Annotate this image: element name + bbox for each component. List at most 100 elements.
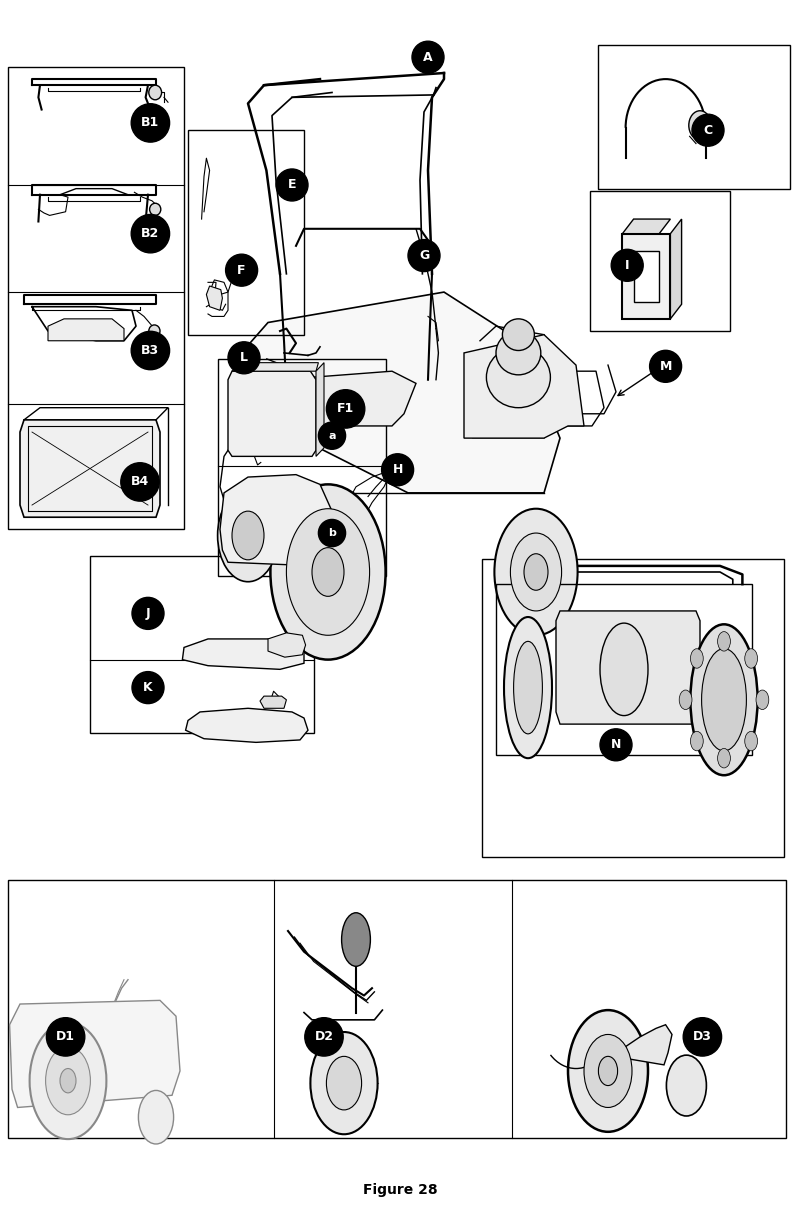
Text: N: N bbox=[611, 739, 621, 751]
Ellipse shape bbox=[218, 489, 278, 582]
Ellipse shape bbox=[494, 509, 578, 635]
Ellipse shape bbox=[270, 484, 386, 660]
Ellipse shape bbox=[138, 1090, 174, 1144]
Polygon shape bbox=[182, 639, 304, 669]
Ellipse shape bbox=[318, 422, 346, 449]
Text: E: E bbox=[288, 179, 296, 191]
Bar bbox=[90, 556, 314, 733]
Polygon shape bbox=[48, 319, 124, 341]
Polygon shape bbox=[626, 1025, 672, 1065]
Polygon shape bbox=[556, 611, 700, 724]
Ellipse shape bbox=[584, 1034, 632, 1107]
Ellipse shape bbox=[496, 331, 541, 375]
Ellipse shape bbox=[382, 454, 414, 486]
Polygon shape bbox=[186, 708, 308, 742]
Ellipse shape bbox=[132, 598, 164, 629]
Polygon shape bbox=[206, 286, 222, 310]
Ellipse shape bbox=[310, 1032, 378, 1134]
Bar bbox=[8, 67, 184, 529]
Ellipse shape bbox=[756, 690, 769, 710]
Ellipse shape bbox=[718, 632, 730, 651]
Ellipse shape bbox=[131, 103, 170, 142]
Text: J: J bbox=[146, 607, 150, 619]
Ellipse shape bbox=[690, 624, 758, 775]
Polygon shape bbox=[268, 633, 306, 657]
Ellipse shape bbox=[46, 1017, 85, 1056]
Text: B2: B2 bbox=[142, 228, 159, 240]
Ellipse shape bbox=[679, 690, 692, 710]
Ellipse shape bbox=[228, 342, 260, 374]
Text: Figure 28: Figure 28 bbox=[362, 1183, 438, 1198]
Ellipse shape bbox=[690, 731, 703, 751]
Polygon shape bbox=[260, 696, 286, 708]
Bar bbox=[218, 359, 386, 576]
Ellipse shape bbox=[121, 462, 159, 501]
Ellipse shape bbox=[650, 350, 682, 382]
Ellipse shape bbox=[504, 617, 552, 758]
Ellipse shape bbox=[226, 254, 258, 286]
Text: H: H bbox=[393, 464, 402, 476]
Ellipse shape bbox=[718, 748, 730, 768]
Ellipse shape bbox=[690, 649, 703, 668]
Polygon shape bbox=[228, 371, 316, 456]
Polygon shape bbox=[670, 219, 682, 319]
Ellipse shape bbox=[568, 1010, 648, 1132]
Text: M: M bbox=[659, 360, 672, 372]
Ellipse shape bbox=[326, 389, 365, 428]
Ellipse shape bbox=[46, 1047, 90, 1115]
Ellipse shape bbox=[305, 1017, 343, 1056]
Ellipse shape bbox=[689, 111, 711, 140]
Polygon shape bbox=[634, 251, 659, 302]
Ellipse shape bbox=[132, 672, 164, 703]
Polygon shape bbox=[236, 292, 560, 493]
Ellipse shape bbox=[692, 114, 724, 146]
Text: b: b bbox=[328, 528, 336, 538]
Ellipse shape bbox=[666, 1055, 706, 1116]
Ellipse shape bbox=[611, 249, 643, 281]
Ellipse shape bbox=[683, 1017, 722, 1056]
Bar bbox=[590, 191, 730, 331]
Polygon shape bbox=[232, 363, 318, 371]
Ellipse shape bbox=[510, 533, 562, 611]
Bar bbox=[8, 880, 786, 1138]
Ellipse shape bbox=[318, 520, 346, 546]
Text: D3: D3 bbox=[693, 1031, 712, 1043]
Ellipse shape bbox=[745, 649, 758, 668]
Text: K: K bbox=[143, 682, 153, 694]
Ellipse shape bbox=[702, 649, 746, 751]
Text: F: F bbox=[238, 264, 246, 276]
Ellipse shape bbox=[502, 319, 534, 350]
Text: B4: B4 bbox=[131, 476, 149, 488]
Ellipse shape bbox=[276, 169, 308, 201]
Ellipse shape bbox=[232, 511, 264, 560]
Polygon shape bbox=[10, 1000, 180, 1107]
Ellipse shape bbox=[150, 203, 161, 215]
Bar bbox=[188, 130, 304, 335]
Polygon shape bbox=[622, 219, 670, 234]
Bar bbox=[598, 45, 790, 189]
Text: I: I bbox=[625, 259, 630, 271]
Ellipse shape bbox=[412, 41, 444, 73]
Ellipse shape bbox=[600, 623, 648, 716]
Ellipse shape bbox=[745, 731, 758, 751]
Polygon shape bbox=[622, 234, 670, 319]
Ellipse shape bbox=[131, 331, 170, 370]
Ellipse shape bbox=[312, 548, 344, 596]
Ellipse shape bbox=[60, 1069, 76, 1093]
Ellipse shape bbox=[149, 325, 160, 337]
Polygon shape bbox=[464, 335, 584, 438]
Ellipse shape bbox=[326, 1056, 362, 1110]
Text: G: G bbox=[419, 249, 429, 262]
Ellipse shape bbox=[598, 1056, 618, 1086]
Ellipse shape bbox=[514, 641, 542, 734]
Text: a: a bbox=[328, 431, 336, 441]
Text: F1: F1 bbox=[337, 403, 354, 415]
Text: D2: D2 bbox=[314, 1031, 334, 1043]
Ellipse shape bbox=[486, 347, 550, 408]
Ellipse shape bbox=[149, 85, 162, 100]
Text: B3: B3 bbox=[142, 344, 159, 357]
Text: L: L bbox=[240, 352, 248, 364]
Text: D1: D1 bbox=[56, 1031, 75, 1043]
Polygon shape bbox=[220, 475, 332, 566]
Ellipse shape bbox=[30, 1022, 106, 1139]
